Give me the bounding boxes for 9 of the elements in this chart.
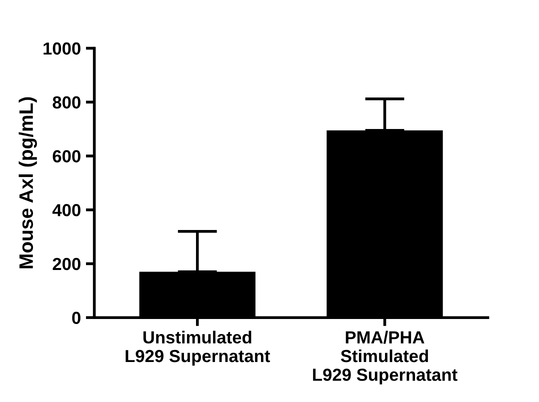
y-tick-label: 800 [52,96,80,109]
y-axis-title: Mouse Axl (pg/mL) [18,97,37,268]
x-tick-label: PMA/PHA Stimulated L929 Supernatant [313,330,458,384]
y-tick-label: 1000 [44,42,80,55]
y-tick-label: 0 [72,312,80,324]
x-tick-label: Unstimulated L929 Supernatant [126,330,270,366]
y-tick-label: 200 [52,258,80,270]
y-tick-label: 600 [52,150,80,162]
y-tick-label: 400 [52,204,80,216]
